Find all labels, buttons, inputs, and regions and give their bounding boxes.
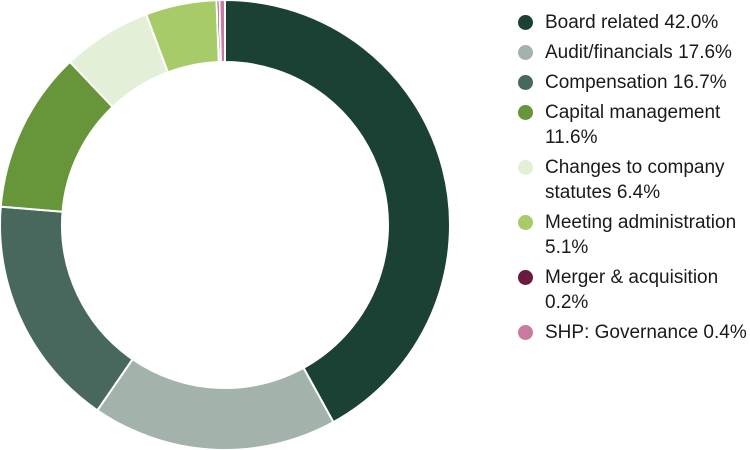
- legend-swatch: [518, 15, 533, 30]
- legend-label: Meeting administration 5.1%: [545, 212, 737, 258]
- legend-item: Board related 42.0%: [512, 10, 748, 35]
- legend-item: Changes to company statutes 6.4%: [512, 155, 748, 205]
- legend-label: Audit/financials 17.6%: [545, 42, 732, 63]
- legend-item: Capital management 11.6%: [512, 100, 748, 150]
- legend-swatch: [518, 325, 533, 340]
- legend: Board related 42.0% Audit/financials 17.…: [512, 10, 748, 350]
- legend-item: Compensation 16.7%: [512, 70, 748, 95]
- legend-label: Board related 42.0%: [545, 12, 719, 33]
- legend-item: Merger & acquisition 0.2%: [512, 265, 748, 315]
- legend-label: SHP: Governance 0.4%: [545, 322, 747, 343]
- legend-label: Changes to company statutes 6.4%: [545, 157, 725, 203]
- legend-label: Compensation 16.7%: [545, 72, 727, 93]
- legend-swatch: [518, 160, 533, 175]
- legend-swatch: [518, 270, 533, 285]
- donut-chart: [0, 0, 451, 450]
- donut-slice-audit-financials: [95, 357, 335, 450]
- legend-swatch: [518, 215, 533, 230]
- donut-slice-compensation: [0, 205, 134, 412]
- legend-swatch: [518, 75, 533, 90]
- legend-item: Audit/financials 17.6%: [512, 40, 748, 65]
- legend-label: Merger & acquisition 0.2%: [545, 267, 719, 313]
- legend-label: Capital management 11.6%: [545, 102, 721, 148]
- legend-swatch: [518, 105, 533, 120]
- donut-slice-shp-governance: [218, 0, 226, 64]
- donut-slice-board-related: [224, 0, 451, 424]
- legend-swatch: [518, 45, 533, 60]
- legend-item: Meeting administration 5.1%: [512, 210, 748, 260]
- legend-item: SHP: Governance 0.4%: [512, 320, 748, 345]
